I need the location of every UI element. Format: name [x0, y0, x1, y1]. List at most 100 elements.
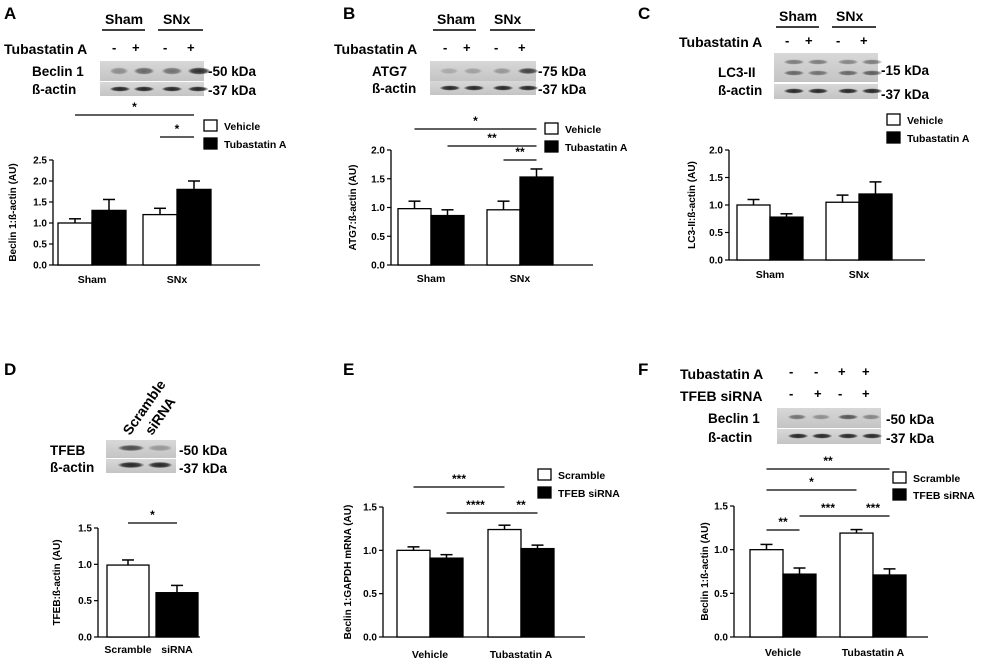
blot-strip [774, 53, 878, 82]
panel-letter-f: F [638, 360, 648, 379]
bar [57, 222, 93, 266]
lane-sign: + [132, 40, 140, 55]
y-tick-label: 1.5 [714, 502, 728, 513]
lane-sign: - [494, 40, 498, 55]
blot-band [808, 59, 828, 65]
bar [872, 574, 907, 638]
x-category-label: SNx [510, 273, 531, 285]
x-category-label: Vehicle [765, 647, 801, 659]
blot-band [838, 59, 858, 65]
significance-label: *** [821, 501, 835, 515]
group-label-snx-c: SNx [836, 8, 863, 24]
bar [487, 528, 522, 638]
band-label-bactin-c: ß-actin [718, 83, 762, 98]
y-tick-label: 1.0 [33, 219, 47, 230]
bar [749, 549, 784, 638]
blot-band [134, 86, 154, 92]
legend-swatch [544, 122, 559, 135]
lane-sign: + [838, 364, 846, 379]
legend-swatch [203, 119, 218, 132]
legend-label: Tubastatin A [224, 139, 287, 151]
lane-sign: + [862, 364, 870, 379]
significance-label: **** [466, 498, 485, 512]
significance-label: * [809, 475, 814, 489]
bar [397, 207, 432, 266]
y-tick-label: 0.5 [33, 240, 47, 251]
blot-band [118, 462, 144, 468]
panel-letter-a: A [4, 4, 16, 23]
chart-panel-d: 0.0 0.5 1.0 1.5 TFEB:ß-actin (AU) Scramble siR… [52, 508, 200, 656]
blot-band [110, 86, 130, 92]
lane-sign: + [814, 386, 822, 401]
legend-swatch [537, 468, 552, 481]
blot-band [518, 85, 538, 91]
group-label-sham-a: Sham [105, 11, 143, 27]
y-tick-label: 0.0 [78, 633, 92, 644]
y-tick-label: 0.0 [714, 633, 728, 644]
y-axis-label: TFEB:ß-actin (AU) [52, 539, 63, 625]
blot-band [808, 70, 828, 76]
bar [736, 204, 771, 261]
chart-panel-e: 0.0 0.5 1.0 1.5 Beclin 1:GAPDH mRNA (AU) Vehi… [343, 468, 620, 660]
bar [106, 564, 150, 638]
blot-band [118, 445, 144, 451]
bar [176, 188, 212, 266]
y-tick-label: 2.0 [371, 146, 385, 157]
significance-label: ** [487, 131, 497, 145]
row-label-tubastatin-f: Tubastatin A [680, 366, 763, 382]
blot-band [110, 67, 128, 75]
panel-d-blot: D Scramble siRNA TFEB ß-actin -50 kDa -3… [4, 360, 228, 476]
kda-marker-50-a: -50 kDa [208, 64, 257, 79]
blot-band [788, 414, 806, 420]
y-tick-label: 0.5 [363, 589, 377, 600]
panel-f-blot: F Tubastatin A - - + + TFEB siRNA - + - … [638, 360, 935, 446]
y-tick-label: 1.0 [78, 560, 92, 571]
blot-band [188, 67, 210, 75]
row-label-tfeb-f: TFEB siRNA [680, 388, 762, 404]
lane-sign: - [443, 40, 447, 55]
bar [486, 209, 521, 266]
lane-sign: + [463, 40, 471, 55]
bar [142, 213, 178, 266]
blot-band [788, 433, 808, 439]
significance-label: *** [452, 472, 466, 486]
bar [429, 557, 464, 638]
bar [825, 201, 860, 261]
significance-label: * [132, 100, 137, 114]
band-label-bactin-b: ß-actin [372, 81, 416, 96]
blot-bands [110, 59, 882, 468]
kda-marker-37-b: -37 kDa [538, 82, 587, 97]
x-category-label: Sham [417, 273, 446, 285]
kda-marker-37-f: -37 kDa [886, 431, 935, 446]
blot-band [464, 68, 482, 74]
legend-swatch [892, 471, 907, 484]
blot-band [440, 85, 460, 91]
panel-letter-b: B [343, 4, 355, 23]
blot-band [148, 445, 172, 451]
blot-band [440, 68, 458, 74]
group-label-sham-c: Sham [779, 8, 817, 24]
group-label-snx-b: SNx [494, 11, 521, 27]
band-label-atg7-b: ATG7 [372, 64, 407, 79]
blot-band [464, 85, 484, 91]
significance-label: *** [866, 501, 880, 515]
y-tick-label: 1.0 [714, 545, 728, 556]
y-tick-label: 1.5 [709, 173, 723, 184]
y-tick-label: 2.0 [709, 146, 723, 157]
blot-band [188, 86, 208, 92]
y-axis-label: Beclin 1:ß-actin (AU) [700, 522, 711, 620]
blot-band [784, 70, 804, 76]
x-category-label: Scramble [104, 644, 151, 656]
blot-band [784, 59, 804, 65]
x-category-label: Vehicle [412, 649, 448, 660]
y-tick-label: 0.5 [371, 232, 385, 243]
y-axis-label: LC3-II:ß-actin (AU) [687, 161, 698, 249]
legend-label: Scramble [558, 470, 605, 482]
y-tick-label: 0.5 [714, 589, 728, 600]
panel-c-blot: C Sham SNx Tubastatin A - + - + LC3-II ß… [638, 4, 930, 102]
bar [519, 176, 554, 266]
blot-band [838, 70, 858, 76]
legend-label: TFEB siRNA [558, 488, 620, 500]
legend-swatch [544, 140, 559, 153]
